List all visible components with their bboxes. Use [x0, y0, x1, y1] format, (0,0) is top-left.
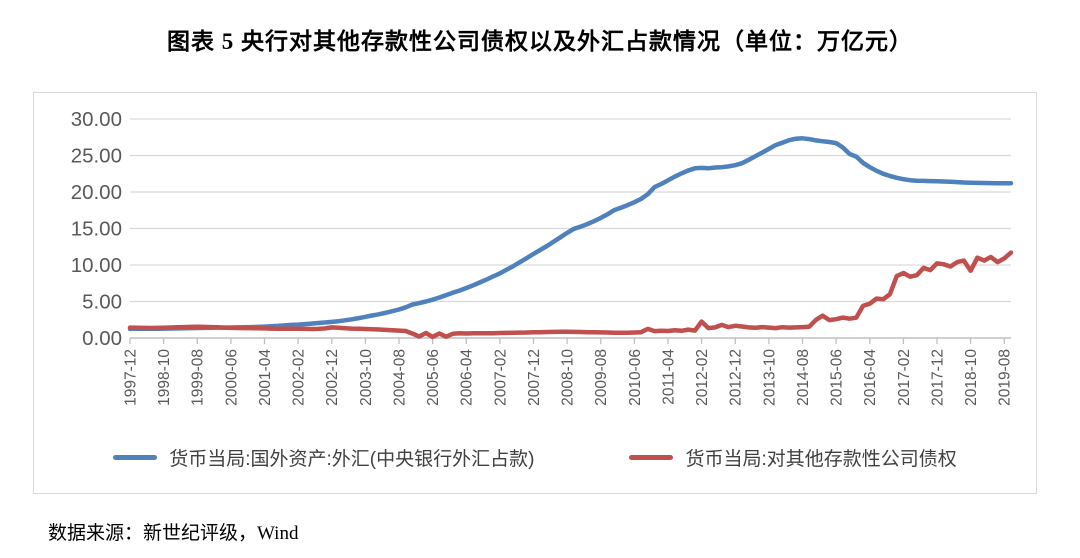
series-line-fx-holdings: [127, 136, 1014, 332]
x-tick-label: 2017-12: [929, 349, 946, 406]
y-tick-label: 30.00: [71, 108, 122, 131]
legend-item-claims: 货币当局:对其他存款性公司债权: [629, 444, 957, 471]
x-tick-label: 2005-06: [425, 349, 442, 406]
line-chart-plot-area: 30.00 25.00 20.00 15.00 10.00 5.00 0.001997-12…: [71, 108, 1014, 406]
x-tick-label: 2012-02: [694, 349, 711, 406]
x-tick-label: 2019-08: [997, 349, 1014, 406]
x-tick-label: 2002-02: [291, 349, 308, 406]
legend-swatch-red-line-icon: [629, 455, 674, 460]
y-tick-label: 0.00: [82, 327, 122, 350]
x-tick-label: 2003-10: [358, 349, 375, 406]
y-tick-label: 20.00: [71, 181, 122, 204]
x-tick-label: 1997-12: [122, 349, 139, 406]
x-tick-label: 2015-06: [829, 349, 846, 406]
chart-legend: 货币当局:国外资产:外汇(中央银行外汇占款) 货币当局:对其他存款性公司债权: [34, 444, 1036, 471]
series-line-claims: [127, 250, 1014, 340]
x-tick-label: 2009-08: [593, 349, 610, 406]
legend-swatch-blue-line-icon: [113, 455, 158, 460]
x-tick-label: 2007-12: [526, 349, 543, 406]
x-tick-label: 2001-04: [257, 349, 274, 406]
legend-item-fx-holdings: 货币当局:国外资产:外汇(中央银行外汇占款): [113, 444, 534, 471]
x-tick-label: 2017-02: [896, 349, 913, 406]
y-tick-label: 5.00: [82, 291, 122, 314]
x-tick-label: 2002-12: [324, 349, 341, 406]
x-tick-label: 2008-10: [560, 349, 577, 406]
y-tick-label: 25.00: [71, 145, 122, 168]
x-tick-label: 2014-08: [795, 349, 812, 406]
x-tick-label: 2004-08: [391, 349, 408, 406]
x-tick-label: 2007-02: [492, 349, 509, 406]
source-note: 数据来源：新世纪评级，Wind: [48, 523, 299, 544]
y-tick-label: 10.00: [71, 254, 122, 277]
x-tick-label: 2018-10: [963, 349, 980, 406]
x-tick-label: 2000-06: [223, 349, 240, 406]
x-tick-label: 2013-10: [761, 349, 778, 406]
y-tick-label: 15.00: [71, 218, 122, 241]
chart-container: 30.00 25.00 20.00 15.00 10.00 5.00 0.00 1997-12…: [33, 92, 1037, 494]
x-tick-label: 2011-04: [660, 349, 677, 405]
legend-label-fx-holdings: 货币当局:国外资产:外汇(中央银行外汇占款): [169, 449, 535, 470]
x-tick-label: 2012-12: [728, 349, 745, 406]
legend-label-claims: 货币当局:对其他存款性公司债权: [685, 449, 957, 470]
x-tick-label: 2016-04: [862, 349, 879, 406]
x-tick-label: 2006-04: [459, 349, 476, 406]
x-tick-label: 2010-06: [627, 349, 644, 406]
x-tick-label: 1999-08: [190, 349, 207, 406]
chart-title: 图表 5 央行对其他存款性公司债权以及外汇占款情况（单位：万亿元）: [167, 29, 913, 54]
x-tick-label: 1998-10: [156, 349, 173, 406]
